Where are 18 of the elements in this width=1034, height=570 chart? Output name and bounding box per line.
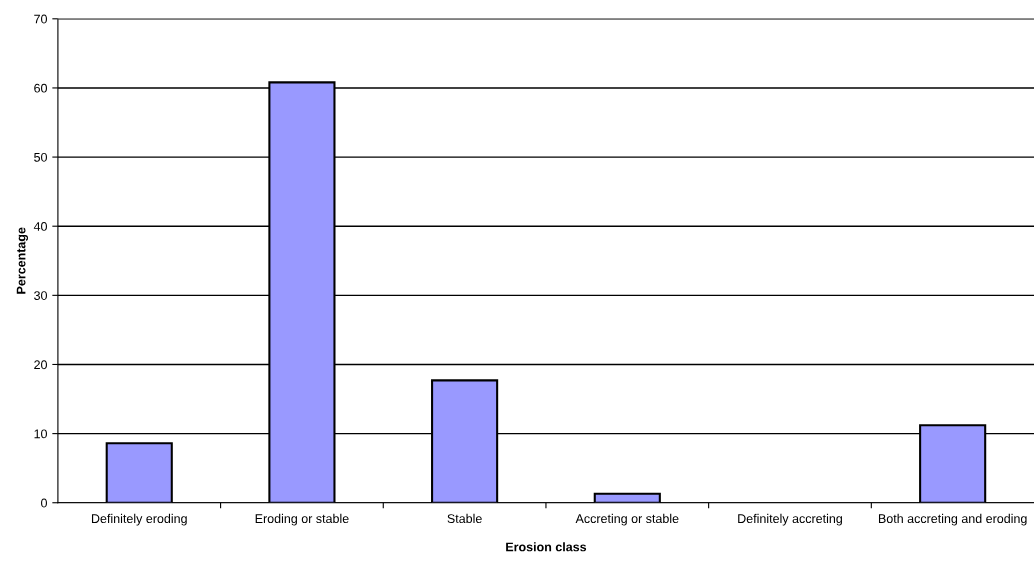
y-tick-label: 0: [41, 498, 47, 508]
bar: [593, 492, 661, 503]
x-axis-title: Erosion class: [506, 542, 587, 552]
bar: [105, 442, 173, 503]
y-axis-title: Percentage: [16, 227, 29, 294]
y-tick-label: 40: [33, 222, 47, 231]
x-tick-label: Definitely eroding: [91, 513, 187, 526]
y-tick-label: 70: [34, 14, 47, 24]
y-tick-label: 20: [34, 360, 47, 370]
y-tick-label: 30: [34, 291, 47, 300]
y-tick-label: 50: [34, 152, 47, 162]
y-tick-label: 10: [34, 429, 47, 439]
x-tick-label: Both accreting and eroding: [878, 513, 1027, 526]
x-tick-label: Stable: [447, 513, 482, 524]
x-tick-label: Definitely accreting: [738, 513, 842, 526]
x-tick-label: Accreting or stable: [575, 513, 679, 526]
y-tick-label: 60: [34, 83, 47, 93]
x-tick-label: Eroding or stable: [255, 513, 349, 526]
